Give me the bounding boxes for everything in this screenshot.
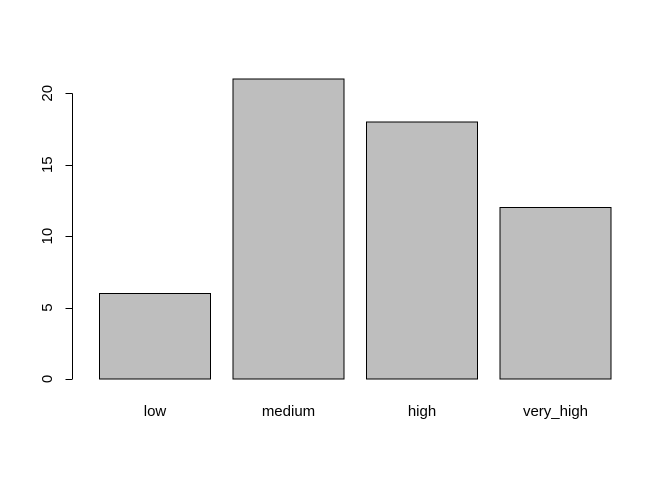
bar-high: [366, 121, 478, 380]
y-tick-label-10: 10: [39, 228, 56, 245]
x-label-medium: medium: [262, 403, 315, 420]
y-tick-label-5: 5: [39, 303, 56, 311]
bars-group: [99, 78, 612, 380]
x-label-very_high: very_high: [523, 403, 588, 420]
bar-medium: [232, 78, 345, 380]
bar-low: [99, 292, 211, 380]
x-axis-labels: low medium high very_high: [144, 403, 588, 420]
y-tick-label-20: 20: [39, 85, 56, 102]
y-tick-label-0: 0: [39, 375, 56, 383]
x-label-low: low: [144, 403, 167, 420]
y-tick-label-15: 15: [39, 156, 56, 173]
x-label-high: high: [408, 403, 436, 420]
bar-very_high: [499, 207, 612, 380]
y-axis: 0 5 10 15 20: [39, 85, 73, 383]
